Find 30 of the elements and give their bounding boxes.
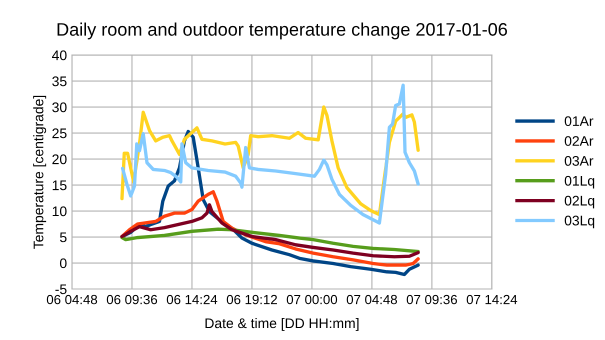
x-tick-label: 06 19:12 xyxy=(226,294,277,304)
y-axis-title: Temperature [centigrade] xyxy=(33,96,46,249)
x-tick-label: 07 00:00 xyxy=(286,294,338,304)
line-series xyxy=(120,228,420,254)
legend-label: 02Ar xyxy=(564,136,594,146)
line-series xyxy=(120,203,420,258)
y-tick-label: 20 xyxy=(52,154,67,164)
y-tick-label: 35 xyxy=(52,76,67,86)
y-tick-label: 15 xyxy=(52,180,67,190)
legend-label: 01Lq xyxy=(564,176,594,188)
legend-label: 03Ar xyxy=(564,156,594,166)
chart-title: Daily room and outdoor temperature change 2017-01-06 xyxy=(58,22,507,40)
y-tick-label: 30 xyxy=(52,102,67,112)
y-tick-label: 10 xyxy=(52,206,67,216)
y-tick-label: 40 xyxy=(52,50,67,60)
x-tick-label: 06 09:36 xyxy=(106,294,158,304)
y-tick-label: -5 xyxy=(55,284,67,294)
x-tick-label: 07 09:36 xyxy=(406,294,457,304)
x-tick-label: 06 04:48 xyxy=(46,294,98,304)
x-tick-label: 06 14:24 xyxy=(166,294,218,304)
legend-label: 01Ar xyxy=(564,116,594,126)
x-tick-label: 07 04:48 xyxy=(346,294,398,304)
y-tick-label: 25 xyxy=(52,128,67,138)
legend-label: 03Lq xyxy=(564,216,594,228)
x-tick-label: 07 14:24 xyxy=(466,294,518,304)
y-tick-label: 0 xyxy=(60,258,67,268)
x-axis-title: Date & time [DD HH:mm] xyxy=(206,318,358,331)
y-tick-label: 5 xyxy=(60,232,67,242)
line-series xyxy=(120,84,420,225)
legend-label: 02Lq xyxy=(564,196,594,208)
